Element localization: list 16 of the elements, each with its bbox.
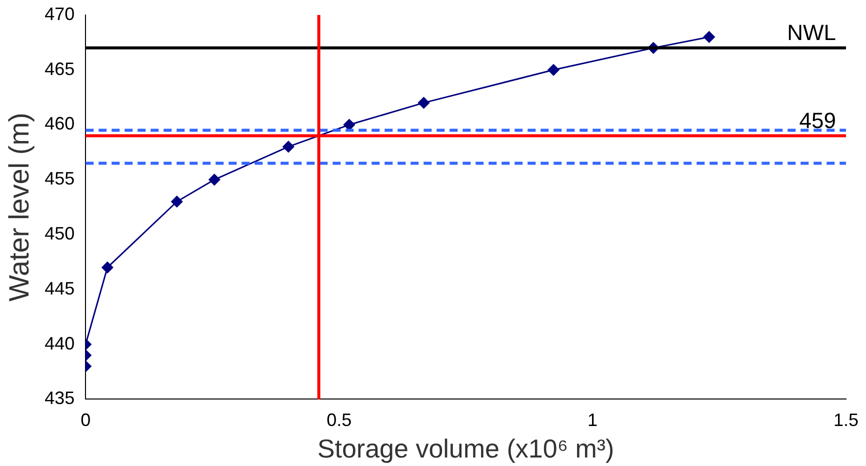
ref-line-label: NWL [787, 20, 836, 45]
y-tick-label: 450 [44, 224, 75, 244]
y-tick-label: 470 [44, 4, 75, 24]
y-tick-label: 440 [44, 333, 75, 354]
y-axis-title: Water level (m) [4, 112, 35, 302]
y-tick-label: 455 [44, 168, 75, 189]
x-tick-label: 0.5 [326, 410, 352, 430]
y-tick-label: 465 [44, 58, 75, 79]
ref-line-label: 459 [799, 108, 836, 133]
x-tick-label: 0 [80, 410, 91, 430]
x-tick-label: 1.5 [833, 410, 859, 430]
x-axis-title: Storage volume (x10⁶ m³) [317, 434, 614, 464]
x-tick-label: 1 [588, 410, 598, 430]
y-tick-label: 435 [44, 388, 75, 408]
y-tick-label: 445 [44, 278, 75, 298]
y-tick-label: 460 [44, 114, 75, 134]
